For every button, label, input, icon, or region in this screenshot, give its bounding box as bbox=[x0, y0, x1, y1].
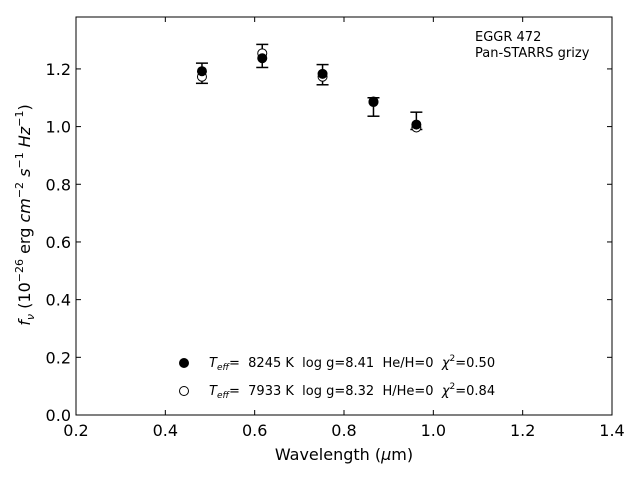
x-tick-label: 1.4 bbox=[599, 421, 624, 440]
point-da-model bbox=[257, 53, 268, 64]
x-tick-label: 1.2 bbox=[510, 421, 535, 440]
y-tick-label: 0.4 bbox=[46, 291, 71, 310]
x-tick-label: 0.6 bbox=[242, 421, 267, 440]
plot-frame bbox=[75, 16, 613, 416]
legend: Teff= 8245 K log g=8.41 He/H=0 χ2=0.50 T… bbox=[179, 354, 495, 401]
point-da-model bbox=[368, 96, 379, 107]
x-tick-label: 0.4 bbox=[153, 421, 178, 440]
legend-entry-1: Teff= 8245 K log g=8.41 He/H=0 χ2=0.50 bbox=[209, 354, 495, 373]
point-da-model bbox=[317, 68, 328, 79]
x-tick-label: 0.2 bbox=[63, 421, 88, 440]
y-tick-label: 1.2 bbox=[46, 60, 71, 79]
y-tick-label: 0.6 bbox=[46, 233, 71, 252]
y-tick-label: 0.8 bbox=[46, 175, 71, 194]
x-axis-label: Wavelength (μm) bbox=[275, 445, 413, 464]
point-da-model bbox=[411, 119, 422, 130]
legend-marker-open bbox=[179, 386, 189, 396]
point-da-model bbox=[196, 66, 207, 77]
y-tick-label: 1.0 bbox=[46, 118, 71, 137]
legend-entry-2: Teff= 7933 K log g=8.32 H/He=0 χ2=0.84 bbox=[209, 382, 495, 401]
x-tick-label: 1.0 bbox=[421, 421, 446, 440]
x-tick-label: 0.8 bbox=[331, 421, 356, 440]
annotation-survey: Pan-STARRS grizy bbox=[475, 46, 590, 61]
y-tick-label: 0.2 bbox=[46, 348, 71, 367]
y-tick-label: 0.0 bbox=[46, 406, 71, 425]
legend-marker-filled bbox=[179, 358, 189, 368]
y-axis-label: fν (10−26 erg cm−2 s−1 Hz−1) bbox=[13, 104, 37, 325]
annotation-star-name: EGGR 472 bbox=[475, 30, 541, 45]
